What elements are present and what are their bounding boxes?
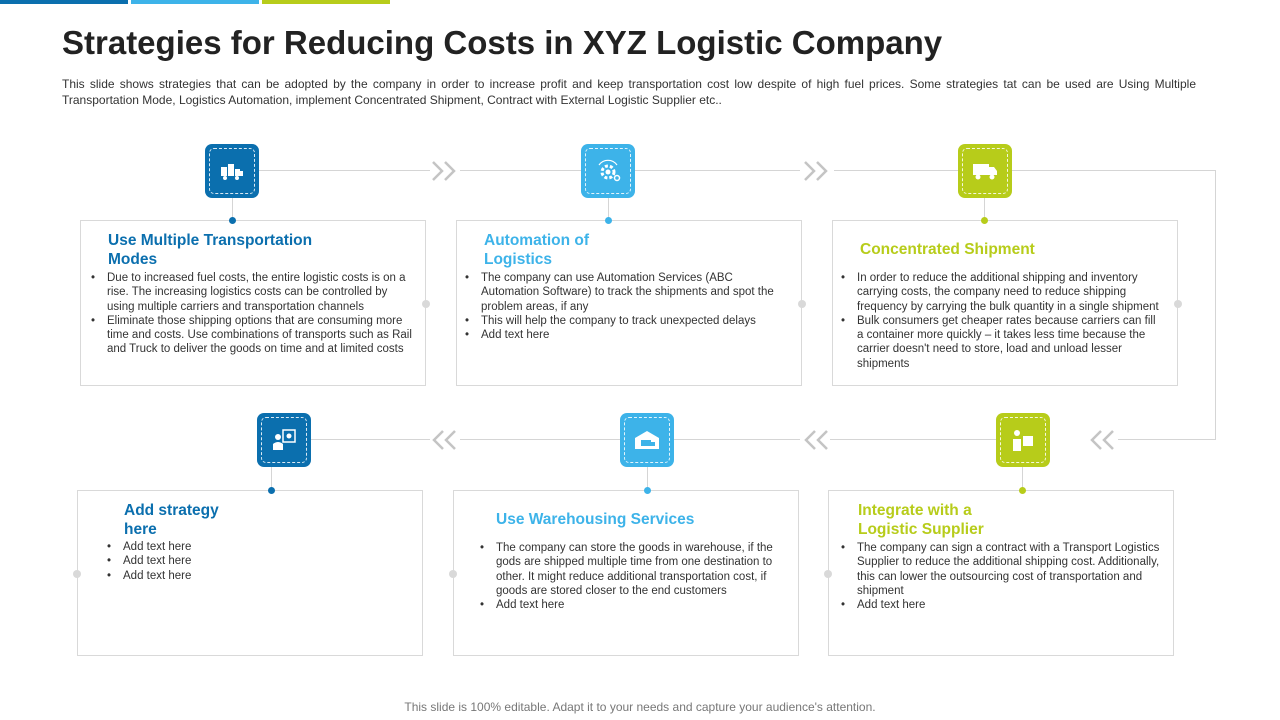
strategy-card: Use Multiple Transportation Modes Due to… [80, 220, 426, 386]
connector-dot [229, 217, 236, 224]
accent-bar-dark-blue [0, 0, 128, 4]
connector-dot [1019, 487, 1026, 494]
strategy-card: Add strategy here Add text here Add text… [77, 490, 423, 656]
connector-line [1012, 170, 1216, 171]
connector-line [674, 439, 800, 440]
card-title: Automation of Logistics [484, 232, 590, 268]
connector-line [460, 170, 582, 171]
stem-line [1022, 466, 1023, 490]
stem-line [647, 466, 648, 490]
strategy-card: Concentrated Shipment In order to reduce… [832, 220, 1178, 386]
supplier-icon [1013, 430, 1033, 451]
connector-dot [1174, 300, 1182, 308]
strategy-card: Integrate with a Logistic Supplier The c… [828, 490, 1174, 656]
trucks-icon [221, 164, 243, 180]
chevron-right-icon [804, 161, 828, 181]
stem-line [232, 196, 233, 220]
stem-line [608, 196, 609, 220]
bullet-item: The company can sign a contract with a T… [837, 541, 1167, 598]
connector-dot [981, 217, 988, 224]
footer-note: This slide is 100% editable. Adapt it to… [404, 700, 876, 714]
bullet-list: The company can store the goods in wareh… [476, 541, 790, 613]
strategy-icon-box [958, 144, 1012, 198]
card-title: Integrate with a Logistic Supplier [858, 502, 984, 538]
card-title: Use Warehousing Services [496, 511, 695, 528]
bullet-item: Add text here [476, 598, 790, 613]
accent-bar-light-blue [131, 0, 259, 4]
connector-dot [824, 570, 832, 578]
truck-icon [973, 164, 997, 180]
bullet-item: This will help the company to track unex… [461, 314, 786, 329]
strategy-icon-box [620, 413, 674, 467]
slide-description: This slide shows strategies that can be … [62, 77, 1196, 107]
connector-line [258, 170, 430, 171]
connector-line [1118, 439, 1216, 440]
chevron-left-icon [804, 430, 828, 450]
bullet-item: Add text here [103, 569, 403, 584]
strategy-icon-box [581, 144, 635, 198]
strategy-icon-box [205, 144, 259, 198]
warehouse-icon [635, 431, 659, 449]
connector-dot [644, 487, 651, 494]
connector-line [460, 439, 622, 440]
person-screen-icon [273, 429, 296, 450]
bullet-item: Add text here [103, 554, 403, 569]
strategy-card: Use Warehousing Services The company can… [453, 490, 799, 656]
connector-line [634, 170, 800, 171]
bullet-item: In order to reduce the additional shippi… [837, 271, 1165, 314]
bullet-item: Eliminate those shipping options that ar… [87, 314, 412, 357]
chevron-left-icon [1090, 430, 1114, 450]
slide-title: Strategies for Reducing Costs in XYZ Log… [62, 24, 943, 61]
connector-dot [268, 487, 275, 494]
bullet-list: The company can use Automation Services … [461, 271, 786, 343]
bullet-item: Due to increased fuel costs, the entire … [87, 271, 412, 314]
bullet-list: Due to increased fuel costs, the entire … [87, 271, 412, 357]
connector-dot [422, 300, 430, 308]
bullet-item: Add text here [461, 328, 786, 343]
card-title: Concentrated Shipment [860, 241, 1035, 258]
bullet-item: The company can use Automation Services … [461, 271, 786, 314]
connector-dot [798, 300, 806, 308]
stem-line [271, 466, 272, 490]
chevron-left-icon [432, 430, 456, 450]
connector-line [834, 170, 960, 171]
gear-automation-icon [598, 159, 621, 182]
bullet-item: Add text here [837, 598, 1167, 613]
connector-dot [73, 570, 81, 578]
card-title: Add strategy here [124, 502, 219, 538]
accent-bar-green [262, 0, 390, 4]
stem-line [984, 196, 985, 220]
bullet-list: The company can sign a contract with a T… [837, 541, 1167, 613]
chevron-right-icon [432, 161, 456, 181]
connector-dot [605, 217, 612, 224]
bullet-list: In order to reduce the additional shippi… [837, 271, 1165, 371]
connector-line [1215, 170, 1216, 440]
strategy-icon-box [257, 413, 311, 467]
bullet-item: The company can store the goods in wareh… [476, 541, 790, 598]
card-title: Use Multiple Transportation Modes [108, 232, 313, 268]
strategy-icon-box [996, 413, 1050, 467]
connector-line [830, 439, 996, 440]
connector-dot [449, 570, 457, 578]
strategy-card: Automation of Logistics The company can … [456, 220, 802, 386]
bullet-list: Add text here Add text here Add text her… [103, 540, 403, 583]
bullet-item: Add text here [103, 540, 403, 555]
connector-line [310, 439, 430, 440]
bullet-item: Bulk consumers get cheaper rates because… [837, 314, 1165, 371]
